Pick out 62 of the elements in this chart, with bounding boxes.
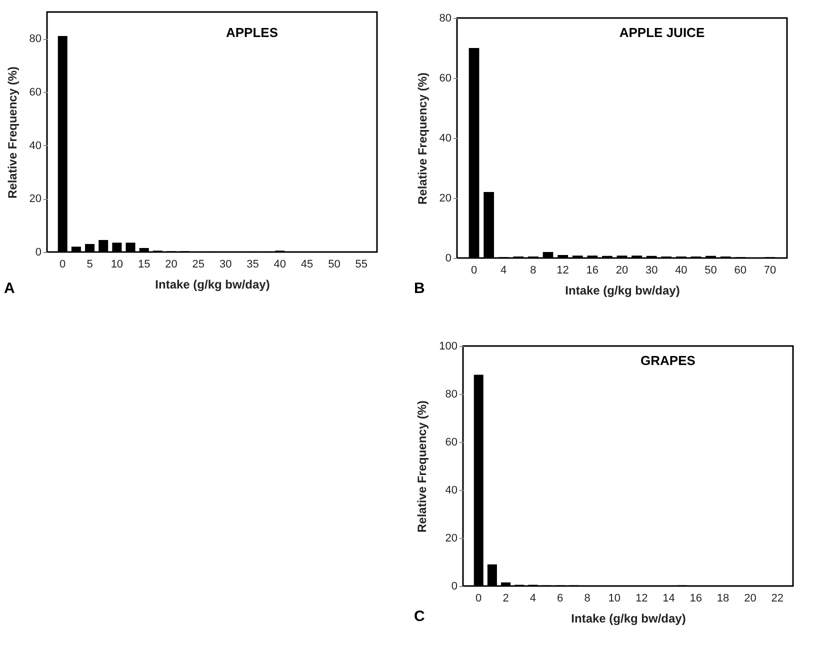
y-tick-label: 60 <box>445 436 458 448</box>
x-tick-label: 5 <box>86 258 93 270</box>
x-tick-label: 30 <box>645 264 658 276</box>
y-tick-label: 80 <box>445 388 458 400</box>
x-tick-label: 45 <box>300 258 314 270</box>
y-tick-label: 0 <box>451 580 458 592</box>
y-tick-label: 40 <box>445 484 458 496</box>
x-axis-title: Intake (g/kg bw/day) <box>155 278 270 292</box>
x-tick-label: 15 <box>138 258 150 270</box>
x-tick-label: 12 <box>635 592 648 604</box>
x-tick-label: 40 <box>675 264 688 276</box>
y-tick-label: 20 <box>445 532 458 544</box>
x-tick-label: 4 <box>530 592 536 604</box>
x-tick-label: 22 <box>771 592 784 604</box>
x-tick-label: 8 <box>530 264 536 276</box>
x-tick-label: 2 <box>502 592 509 604</box>
y-axis-title: Relative Frequency (%) <box>415 400 430 533</box>
x-tick-label: 20 <box>744 592 756 604</box>
x-tick-label: 60 <box>734 264 747 276</box>
text: APPLES <box>226 25 278 40</box>
x-tick-label: 50 <box>704 264 717 276</box>
x-tick-label: 20 <box>165 258 178 270</box>
x-tick-label: 6 <box>557 592 564 604</box>
x-tick-label: 10 <box>608 592 621 604</box>
x-tick-label: 10 <box>110 258 124 270</box>
x-tick-label: 20 <box>616 264 628 276</box>
y-tick-label: 60 <box>29 86 42 98</box>
x-tick-label: 70 <box>764 264 776 276</box>
y-tick-label: 0 <box>35 246 42 258</box>
x-tick-label: 35 <box>246 258 259 270</box>
y-tick-label: 40 <box>29 140 42 152</box>
x-tick-label: 55 <box>355 258 368 270</box>
x-axis-title: Intake (g/kg bw/day) <box>571 612 686 626</box>
x-tick-label: 25 <box>192 258 205 270</box>
text: A <box>4 280 15 297</box>
y-tick-label: 100 <box>439 340 458 352</box>
x-tick-label: 50 <box>328 258 340 270</box>
text: GRAPES <box>640 353 696 368</box>
x-tick-label: 0 <box>470 264 478 276</box>
x-tick-label: 12 <box>556 264 569 276</box>
y-tick-label: 20 <box>439 192 452 204</box>
x-tick-label: 40 <box>274 258 286 270</box>
y-axis-title: Relative Frequency (%) <box>415 72 430 205</box>
x-tick-label: 0 <box>60 258 66 270</box>
x-tick-label: 14 <box>662 592 675 604</box>
y-tick-label: 20 <box>29 193 42 206</box>
y-tick-label: 80 <box>439 12 452 24</box>
text: APPLE JUICE <box>619 25 705 40</box>
y-axis-title: Relative Frequency (%) <box>5 66 20 199</box>
text: C <box>414 608 425 625</box>
x-tick-label: 0 <box>476 592 482 604</box>
y-tick-label: 40 <box>439 132 452 144</box>
x-axis-title: Intake (g/kg bw/day) <box>565 284 680 298</box>
x-tick-label: 30 <box>219 258 232 270</box>
x-tick-label: 8 <box>584 592 590 604</box>
x-tick-label: 16 <box>690 592 702 604</box>
x-tick-label: 4 <box>500 264 507 276</box>
text: B <box>414 280 425 297</box>
y-tick-label: 60 <box>439 72 452 84</box>
y-tick-label: 80 <box>29 33 42 46</box>
x-tick-label: 18 <box>716 592 730 604</box>
x-tick-label: 16 <box>586 264 599 276</box>
